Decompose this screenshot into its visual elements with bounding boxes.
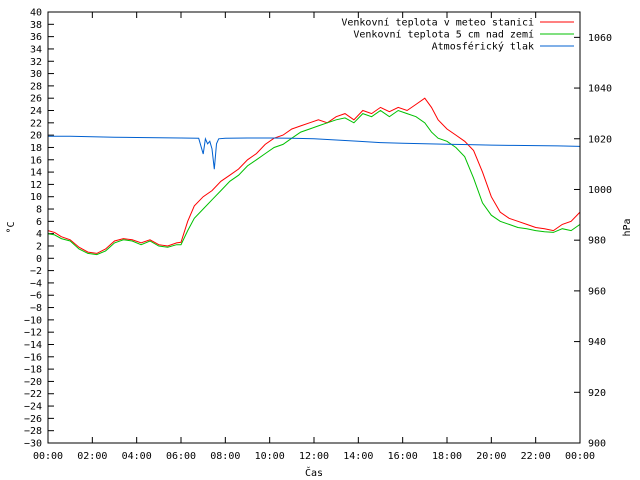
y-left-tick-label: −12 — [24, 328, 42, 339]
y-left-tick-label: −2 — [30, 266, 42, 277]
legend: Venkovní teplota v meteo staniciVenkovní… — [341, 17, 574, 53]
y-left-tick-label: −28 — [24, 426, 42, 437]
y-left-tick-label: 36 — [30, 32, 42, 43]
x-tick-label: 16:00 — [388, 451, 418, 462]
y-left-tick-label: −26 — [24, 414, 42, 425]
y-left-tick-label: −10 — [24, 315, 42, 326]
y-left-tick-label: −22 — [24, 389, 42, 400]
x-tick-label: 08:00 — [210, 451, 240, 462]
y-left-tick-label: 12 — [30, 180, 42, 191]
y-left-axis-ticks: 4038363432302826242220181614121086420−2−… — [24, 8, 54, 450]
y-left-tick-label: −14 — [24, 340, 42, 351]
y-left-axis-label: °C — [6, 221, 17, 233]
y-left-tick-label: 38 — [30, 20, 42, 31]
y-right-tick-label: 1020 — [588, 134, 612, 145]
y-left-tick-label: −16 — [24, 352, 42, 363]
y-left-tick-label: 2 — [36, 241, 42, 252]
y-right-tick-label: 1000 — [588, 185, 612, 196]
y-left-tick-label: 40 — [30, 8, 42, 19]
series-layer — [47, 97, 581, 256]
y-right-tick-label: 900 — [588, 439, 606, 450]
y-right-tick-label: 960 — [588, 286, 606, 297]
y-left-tick-label: −8 — [30, 303, 42, 314]
legend-label: Venkovní teplota 5 cm nad zemí — [353, 29, 534, 41]
series-line-1 — [47, 97, 581, 254]
y-left-tick-label: 26 — [30, 94, 42, 105]
y-left-tick-label: 4 — [36, 229, 42, 240]
y-left-tick-label: 34 — [30, 44, 42, 55]
y-left-tick-label: 18 — [30, 143, 42, 154]
x-tick-label: 00:00 — [565, 451, 595, 462]
x-tick-label: 18:00 — [432, 451, 462, 462]
y-left-tick-label: −4 — [30, 278, 42, 289]
x-tick-label: 04:00 — [122, 451, 152, 462]
x-tick-label: 22:00 — [521, 451, 551, 462]
y-left-tick-label: −30 — [24, 439, 42, 450]
y-left-tick-label: 24 — [30, 106, 42, 117]
series-line-3 — [48, 135, 581, 170]
y-left-tick-label: 32 — [30, 57, 42, 68]
series-line-2 — [47, 109, 581, 256]
y-right-tick-label: 940 — [588, 337, 606, 348]
plot-frame — [47, 11, 581, 444]
y-left-tick-label: −6 — [30, 291, 42, 302]
y-right-tick-label: 980 — [588, 236, 606, 247]
x-axis-label: Čas — [305, 466, 323, 479]
y-right-tick-label: 1040 — [588, 84, 612, 95]
y-left-tick-label: −18 — [24, 365, 42, 376]
y-right-tick-label: 920 — [588, 388, 606, 399]
x-tick-label: 20:00 — [476, 451, 506, 462]
x-tick-label: 00:00 — [33, 451, 63, 462]
x-tick-label: 06:00 — [166, 451, 196, 462]
y-left-tick-label: −20 — [24, 377, 42, 388]
y-left-tick-label: 28 — [30, 81, 42, 92]
x-tick-label: 14:00 — [343, 451, 373, 462]
x-tick-label: 10:00 — [255, 451, 285, 462]
y-left-tick-label: 20 — [30, 131, 42, 142]
y-right-axis-label: hPa — [622, 218, 633, 236]
legend-label: Atmosférický tlak — [432, 41, 534, 53]
y-right-axis-ticks: 1060 1040 1020 1000 980 960 940 920 900 — [574, 33, 612, 450]
y-left-tick-label: 8 — [36, 205, 42, 216]
y-left-tick-label: 22 — [30, 118, 42, 129]
y-left-tick-label: 10 — [30, 192, 42, 203]
x-tick-label: 12:00 — [299, 451, 329, 462]
y-left-tick-label: 14 — [30, 168, 42, 179]
y-left-tick-label: 0 — [36, 254, 42, 265]
x-tick-label: 02:00 — [77, 451, 107, 462]
y-left-tick-label: −24 — [24, 402, 42, 413]
legend-label: Venkovní teplota v meteo stanici — [341, 17, 534, 29]
y-left-tick-label: 6 — [36, 217, 42, 228]
y-left-tick-label: 30 — [30, 69, 42, 80]
x-axis-ticks: 00:00 02:00 04:00 06:00 08:00 10:00 12:00 14:00… — [33, 12, 595, 462]
y-right-tick-label: 1060 — [588, 33, 612, 44]
y-left-tick-label: 16 — [30, 155, 42, 166]
